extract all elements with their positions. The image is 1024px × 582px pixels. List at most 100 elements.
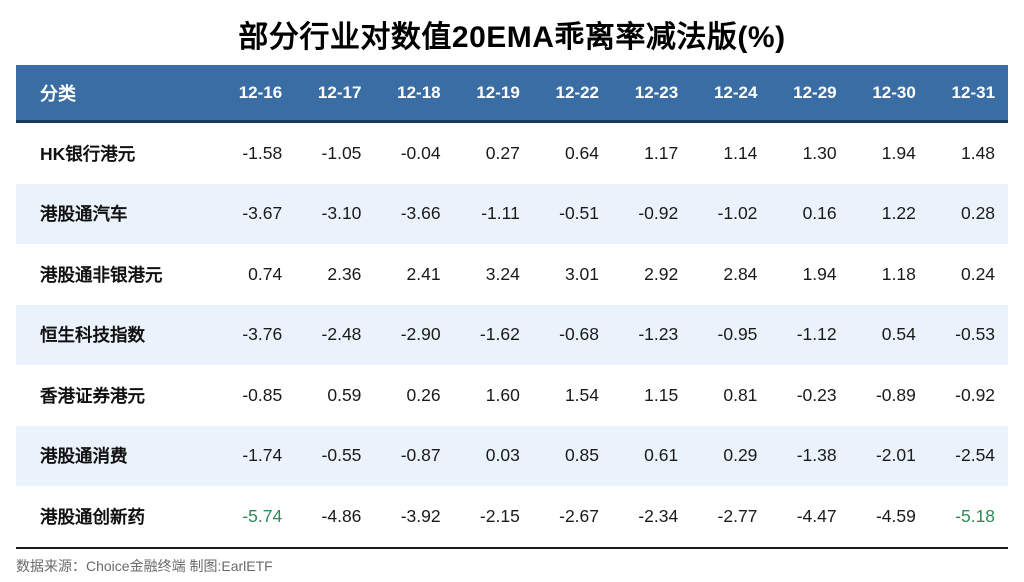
value-cell: -4.86 [321, 505, 362, 526]
header-cell-date: 12-16 [238, 82, 283, 102]
value-cell: -0.87 [400, 445, 441, 466]
value-cell: -0.55 [321, 445, 362, 466]
value-cell: -0.95 [717, 324, 758, 345]
value-cell: -2.01 [875, 445, 916, 466]
header-cell-date: 12-30 [872, 82, 916, 102]
value-cell: -2.77 [717, 505, 758, 526]
value-cell: -5.74 [242, 505, 283, 526]
value-cell: -1.02 [717, 203, 758, 224]
value-cell: -0.68 [559, 324, 600, 345]
value-cell: -2.15 [479, 505, 520, 526]
row-label: 港股通消费 [40, 446, 128, 467]
value-cell: 2.41 [406, 263, 441, 284]
value-cell: -2.48 [321, 324, 362, 345]
row-label: 港股通创新药 [40, 506, 145, 527]
value-cell: 0.24 [960, 263, 996, 284]
table-row: 港股通汽车 -3.67 -3.10 -3.66 -1.11 -0.51 -0.92 -1.02… [16, 183, 1008, 244]
value-cell: 1.14 [723, 142, 758, 163]
table-row: 港股通创新药 -5.74 -4.86 -3.92 -2.15 -2.67 -2.34 -2.7… [16, 486, 1008, 547]
value-cell: -3.76 [242, 324, 283, 345]
row-label: HK银行港元 [40, 143, 136, 164]
header-cell-date: 12-31 [951, 82, 996, 102]
row-label: 香港证券港元 [40, 385, 145, 406]
row-label: 港股通汽车 [40, 204, 128, 225]
value-cell: 1.30 [802, 142, 837, 163]
value-cell: 1.94 [881, 142, 916, 163]
value-cell: 1.94 [802, 263, 837, 284]
header-cell-date: 12-22 [555, 82, 600, 102]
value-cell: 1.54 [564, 384, 600, 405]
value-cell: -2.34 [638, 505, 679, 526]
table-body: HK银行港元 -1.58 -1.05 -0.04 0.27 0.64 1.17 1.14 1.3… [16, 123, 1008, 547]
value-cell: 0.03 [485, 445, 520, 466]
value-cell: -1.58 [242, 142, 283, 163]
value-cell: -4.59 [875, 505, 916, 526]
value-cell: -2.90 [400, 324, 441, 345]
value-cell: 0.59 [327, 384, 362, 405]
table-bottom-divider [16, 546, 1008, 549]
value-cell: 0.29 [723, 445, 758, 466]
value-cell: 2.84 [723, 263, 758, 284]
value-cell: -3.92 [400, 505, 441, 526]
value-cell: -1.05 [321, 142, 362, 163]
value-cell: 3.01 [564, 263, 600, 284]
table-header: 分类 12-16 12-17 12-18 12-19 12-22 12-23 12-24 12-… [16, 65, 1008, 123]
value-cell: -0.53 [955, 324, 996, 345]
header-cell-date: 12-17 [317, 82, 362, 102]
row-label: 恒生科技指数 [40, 325, 145, 346]
value-cell: -0.92 [638, 203, 679, 224]
value-cell: -1.62 [479, 324, 520, 345]
value-cell: 0.61 [644, 445, 679, 466]
page: 部分行业对数值20EMA乖离率减法版(%) 分类 12-16 12-17 12-18 1… [0, 12, 1024, 576]
value-cell: 0.81 [723, 384, 758, 405]
value-cell: -1.23 [638, 324, 679, 345]
value-cell: 1.60 [485, 384, 520, 405]
value-cell: -0.85 [242, 384, 283, 405]
row-label: 港股通非银港元 [40, 264, 163, 285]
value-cell: 0.16 [802, 203, 837, 224]
value-cell: 2.36 [327, 263, 362, 284]
value-cell: 2.92 [644, 263, 679, 284]
table-row: 香港证券港元 -0.85 0.59 0.26 1.60 1.54 1.15 0.81 -0.23… [16, 365, 1008, 426]
footer-source: 数据来源：Choice金融终端 制图:EarlETF [16, 557, 273, 574]
header-cell-category: 分类 [40, 83, 76, 104]
value-cell: -1.74 [242, 445, 283, 466]
value-cell: 0.54 [881, 324, 916, 345]
value-cell: 0.64 [564, 142, 600, 163]
data-table: 分类 12-16 12-17 12-18 12-19 12-22 12-23 12-24 12-… [16, 65, 1008, 549]
header-cell-date: 12-18 [397, 82, 441, 102]
header-cell-date: 12-19 [476, 82, 520, 102]
value-cell: -3.67 [242, 203, 283, 224]
table-row: 恒生科技指数 -3.76 -2.48 -2.90 -1.62 -0.68 -1.23 -0.9… [16, 304, 1008, 365]
value-cell: 3.24 [485, 263, 520, 284]
value-cell: 0.27 [485, 142, 520, 163]
value-cell: -2.67 [559, 505, 600, 526]
value-cell: 1.17 [644, 142, 679, 163]
header-cell-date: 12-24 [713, 82, 758, 102]
value-cell: 1.15 [644, 384, 679, 405]
value-cell: 0.26 [406, 384, 441, 405]
value-cell: -4.47 [796, 505, 837, 526]
value-cell: -3.10 [321, 203, 362, 224]
value-cell: 1.48 [960, 142, 996, 163]
table-row: 港股通消费 -1.74 -0.55 -0.87 0.03 0.85 0.61 0.29 -1.3… [16, 425, 1008, 486]
value-cell: -0.23 [796, 384, 837, 405]
table-row: 港股通非银港元 0.74 2.36 2.41 3.24 3.01 2.92 2.84 1.94 1… [16, 244, 1008, 305]
header-cell-date: 12-29 [793, 82, 837, 102]
value-cell: -1.12 [796, 324, 837, 345]
header-cell-date: 12-23 [634, 82, 679, 102]
value-cell: -0.89 [875, 384, 916, 405]
value-cell: -1.38 [796, 445, 837, 466]
value-cell: -2.54 [955, 445, 996, 466]
value-cell: 0.74 [248, 263, 283, 284]
value-cell: 0.85 [564, 445, 600, 466]
value-cell: -5.18 [955, 505, 996, 526]
value-cell: 0.28 [960, 203, 996, 224]
value-cell: 1.22 [881, 203, 916, 224]
value-cell: -0.04 [400, 142, 441, 163]
value-cell: 1.18 [881, 263, 916, 284]
value-cell: -0.51 [559, 203, 600, 224]
table-row: HK银行港元 -1.58 -1.05 -0.04 0.27 0.64 1.17 1.14 1.3… [16, 123, 1008, 184]
value-cell: -0.92 [955, 384, 996, 405]
value-cell: -1.11 [481, 203, 520, 224]
